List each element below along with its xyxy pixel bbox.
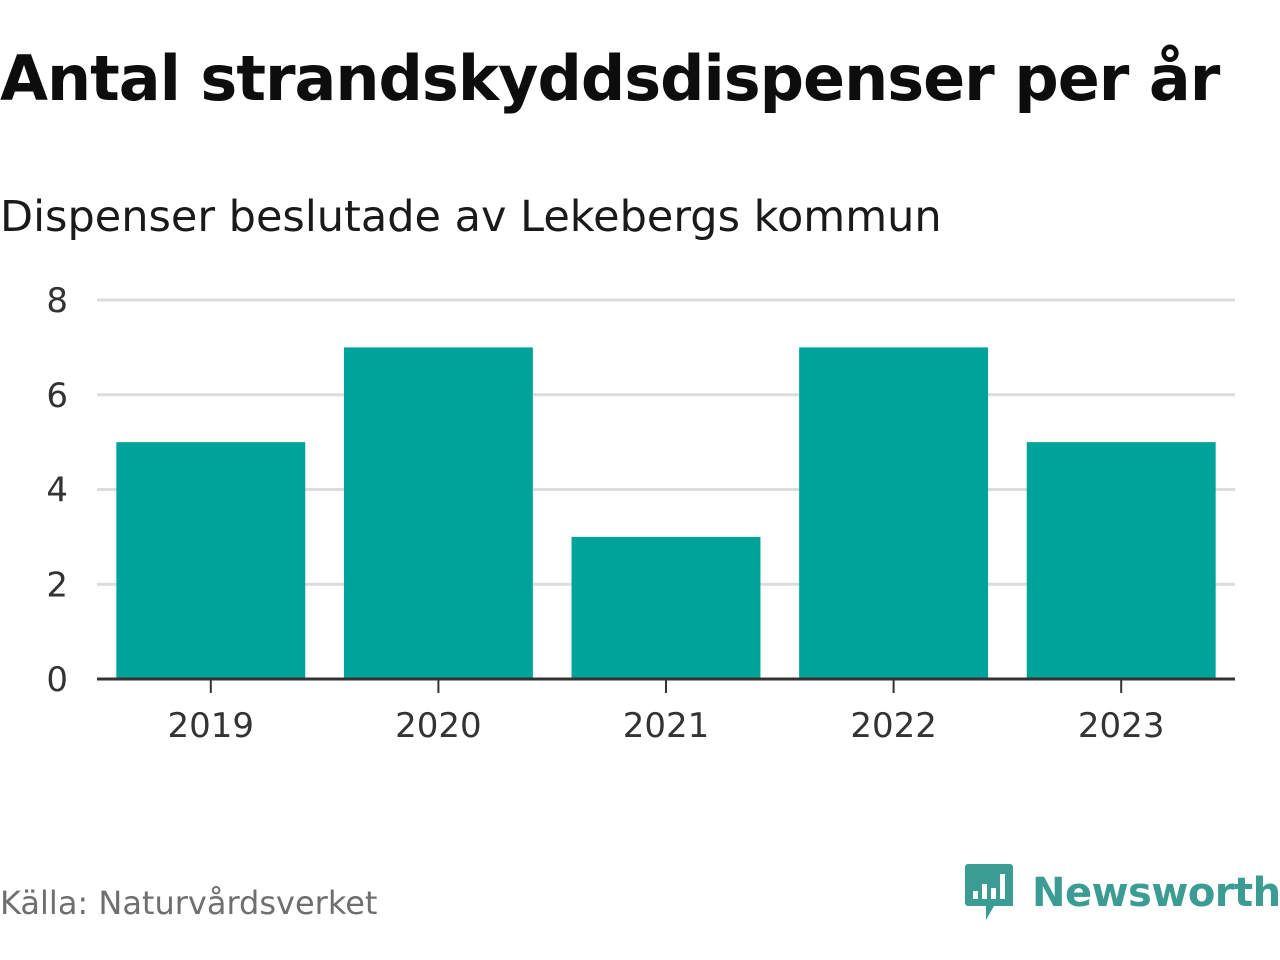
bar-2023 xyxy=(1026,442,1216,679)
chart-subtitle: Dispenser beslutade av Lekebergs kommun xyxy=(0,192,942,242)
bar-2022 xyxy=(799,347,989,679)
bar-chart: 0 2 4 6 8 2019 2020 2021 2022 2023 xyxy=(46,281,1235,746)
source-note: Källa: Naturvårdsverket xyxy=(0,884,378,922)
x-tick-label: 2022 xyxy=(850,706,937,746)
chart-title: Antal strandskyddsdispenser per år xyxy=(0,42,1220,115)
x-tick-label: 2021 xyxy=(623,706,710,746)
brand-logo: Newsworthy xyxy=(964,862,1280,924)
bar-2020 xyxy=(343,347,533,679)
x-tick-label: 2019 xyxy=(168,706,255,746)
y-tick-label: 8 xyxy=(46,281,68,321)
y-tick-label: 0 xyxy=(46,660,68,700)
bar-2021 xyxy=(571,536,761,679)
y-axis-labels: 0 2 4 6 8 xyxy=(46,281,68,700)
brand-name: Newsworthy xyxy=(1032,870,1280,916)
y-tick-label: 2 xyxy=(46,565,68,605)
x-tick-label: 2023 xyxy=(1078,706,1165,746)
bars xyxy=(116,347,1216,679)
x-axis: 2019 2020 2021 2022 2023 xyxy=(97,677,1235,746)
x-tick-label: 2020 xyxy=(395,706,482,746)
bar-2019 xyxy=(116,442,306,679)
y-tick-label: 4 xyxy=(46,471,68,511)
y-tick-label: 6 xyxy=(46,376,68,416)
newsworthy-logo-icon xyxy=(965,864,1013,920)
